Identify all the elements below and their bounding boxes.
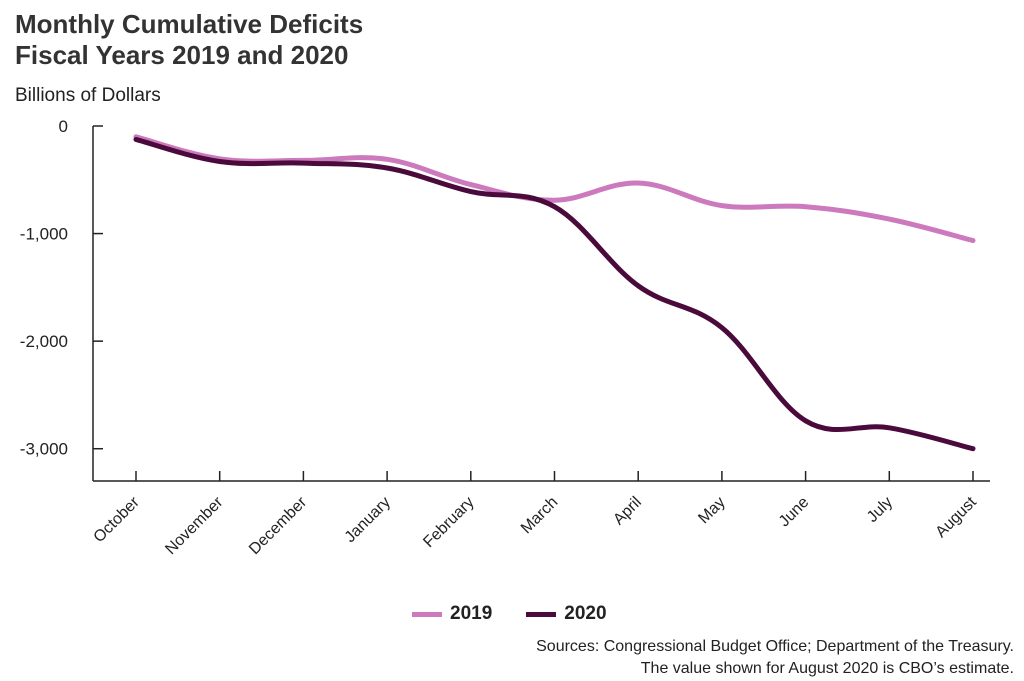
chart-title-line1: Monthly Cumulative Deficits [15, 9, 364, 39]
y-axis-ticks: 0 -1,000 -2,000 -3,000 [20, 117, 103, 459]
legend-swatch-2020 [526, 611, 557, 617]
x-tick-label: October [91, 493, 144, 546]
source-note: Sources: Congressional Budget Office; De… [536, 636, 1014, 680]
x-tick-label: January [342, 494, 394, 546]
x-tick-label: August [933, 493, 981, 541]
y-tick-label: -1,000 [20, 225, 68, 244]
legend-swatch-2019 [412, 611, 442, 617]
x-tick-label: April [610, 494, 645, 529]
x-tick-label: December [246, 493, 311, 558]
chart-title: Monthly Cumulative Deficits Fiscal Years… [15, 9, 363, 71]
x-tick-label: July [864, 494, 896, 526]
x-tick-label: May [695, 494, 728, 527]
x-tick-label: June [776, 494, 813, 531]
y-tick-label: -3,000 [20, 440, 68, 459]
series-line-2019 [133, 134, 976, 244]
chart-axes [92, 126, 990, 482]
legend-label-2019: 2019 [450, 603, 493, 624]
chart-title-line2: Fiscal Years 2019 and 2020 [15, 40, 349, 70]
source-line2: The value shown for August 2020 is CBO’s… [640, 660, 1014, 677]
x-tick-label: February [420, 494, 477, 551]
series-line-2020 [133, 136, 976, 452]
y-axis-unit-label: Billions of Dollars [15, 85, 161, 106]
x-tick-label: November [162, 493, 227, 558]
x-axis-ticks: October November December January February Ma… [91, 471, 981, 558]
x-tick-label: March [518, 494, 561, 537]
line-chart: 0 -1,000 -2,000 -3,000 October November Decem… [20, 117, 990, 558]
legend: 2019 2020 [412, 603, 641, 625]
legend-item-2019: 2019 [412, 603, 492, 625]
legend-item-2020: 2020 [526, 603, 607, 625]
legend-label-2020: 2020 [564, 603, 607, 624]
y-tick-label: 0 [59, 117, 68, 136]
series-lines [133, 134, 976, 452]
y-tick-label: -2,000 [20, 332, 68, 351]
source-line1: Sources: Congressional Budget Office; De… [536, 638, 1014, 655]
